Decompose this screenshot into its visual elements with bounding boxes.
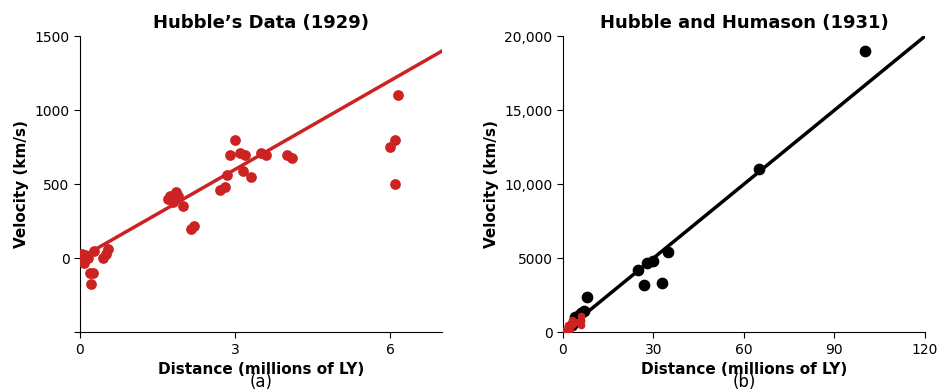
- Point: [223, 151, 238, 158]
- Point: [243, 174, 258, 180]
- Point: [253, 150, 268, 156]
- Point: [387, 137, 403, 143]
- Point: [640, 260, 655, 266]
- Y-axis label: Velocity (km/s): Velocity (km/s): [14, 120, 29, 248]
- Point: [86, 270, 101, 276]
- Point: [556, 328, 571, 335]
- Point: [574, 317, 589, 323]
- Point: [170, 193, 186, 199]
- Point: [235, 168, 250, 174]
- Point: [556, 332, 571, 338]
- Point: [567, 319, 583, 325]
- Point: [751, 166, 766, 172]
- Point: [259, 151, 274, 158]
- Text: (b): (b): [732, 373, 756, 391]
- Point: [232, 150, 248, 156]
- Point: [561, 323, 576, 329]
- Point: [857, 48, 872, 54]
- Point: [567, 319, 583, 325]
- Point: [565, 319, 581, 325]
- Point: [98, 251, 113, 257]
- Point: [387, 181, 403, 187]
- Point: [166, 199, 181, 205]
- Point: [562, 324, 577, 330]
- Point: [570, 313, 585, 319]
- Point: [220, 172, 235, 178]
- Point: [176, 203, 191, 210]
- Point: [637, 282, 652, 288]
- Point: [631, 267, 646, 273]
- Point: [556, 329, 571, 335]
- Point: [212, 187, 228, 193]
- Point: [655, 280, 670, 287]
- Point: [565, 317, 580, 323]
- Point: [390, 92, 406, 99]
- Point: [163, 193, 178, 199]
- Point: [556, 330, 571, 336]
- Point: [80, 255, 95, 261]
- Point: [285, 154, 300, 161]
- Point: [184, 226, 199, 232]
- Point: [228, 137, 243, 143]
- Point: [101, 246, 116, 253]
- Point: [565, 321, 581, 327]
- Y-axis label: Velocity (km/s): Velocity (km/s): [484, 120, 499, 248]
- X-axis label: Distance (millions of LY): Distance (millions of LY): [158, 362, 364, 377]
- Point: [566, 319, 582, 325]
- Point: [561, 322, 576, 328]
- Point: [567, 314, 583, 321]
- Point: [87, 248, 102, 254]
- Point: [564, 322, 579, 328]
- Point: [555, 329, 570, 335]
- Point: [84, 281, 99, 287]
- Point: [555, 329, 570, 335]
- Point: [75, 254, 90, 260]
- Point: [74, 251, 89, 258]
- Point: [217, 184, 232, 190]
- Point: [557, 328, 572, 335]
- Point: [576, 308, 591, 314]
- Point: [383, 144, 398, 150]
- Text: (a): (a): [249, 373, 272, 391]
- Point: [564, 321, 579, 327]
- Point: [77, 252, 92, 258]
- Point: [556, 330, 571, 337]
- Point: [279, 151, 294, 158]
- Point: [574, 313, 589, 319]
- Point: [574, 322, 589, 328]
- Point: [557, 328, 572, 334]
- Point: [661, 249, 676, 255]
- Point: [565, 322, 580, 328]
- Point: [580, 294, 595, 300]
- Point: [169, 188, 184, 195]
- Point: [565, 319, 580, 325]
- Title: Hubble’s Data (1929): Hubble’s Data (1929): [153, 14, 369, 32]
- Point: [565, 320, 580, 326]
- Point: [561, 323, 576, 330]
- Point: [76, 260, 91, 266]
- Point: [556, 329, 571, 335]
- Point: [238, 151, 253, 158]
- Point: [83, 270, 98, 276]
- Point: [187, 222, 202, 229]
- Point: [562, 326, 577, 332]
- Point: [557, 329, 572, 335]
- Point: [556, 330, 571, 337]
- Point: [645, 258, 661, 264]
- Point: [573, 318, 588, 324]
- Point: [573, 310, 588, 316]
- Title: Hubble and Humason (1931): Hubble and Humason (1931): [600, 14, 888, 32]
- X-axis label: Distance (millions of LY): Distance (millions of LY): [641, 362, 847, 377]
- Point: [160, 196, 175, 202]
- Point: [95, 255, 110, 261]
- Point: [562, 326, 577, 332]
- Point: [561, 323, 576, 329]
- Point: [564, 319, 579, 325]
- Point: [564, 322, 579, 328]
- Point: [561, 323, 576, 329]
- Point: [565, 319, 580, 325]
